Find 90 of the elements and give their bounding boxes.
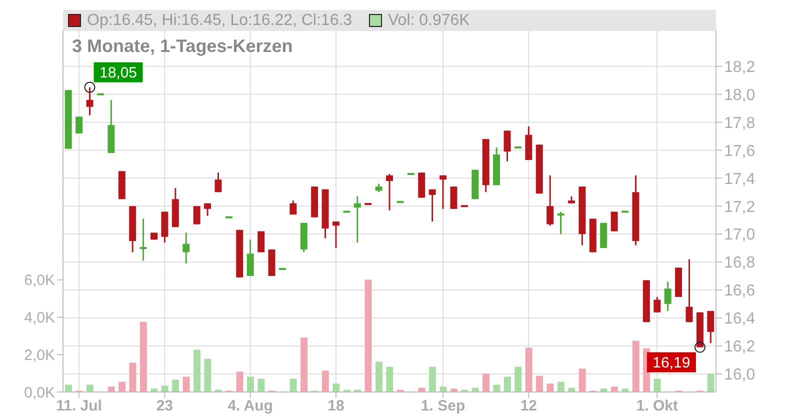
bar — [182, 376, 190, 392]
bar — [546, 384, 554, 392]
text: Op:16.45, Hi:16.45, Lo:16.22, Cl:16.3 — [87, 12, 352, 30]
candlestick — [386, 173, 393, 212]
candlestick — [440, 174, 447, 210]
bar — [236, 372, 244, 392]
y2-tick-label: 0,0K — [24, 384, 55, 402]
bar — [707, 374, 714, 392]
x-tick-label: 23 — [156, 398, 174, 415]
x-tick-label: 11. Jul — [56, 398, 102, 415]
y2-tick-label: 2,0K — [24, 346, 55, 364]
bar — [322, 370, 329, 392]
annotation: 18,05 — [99, 64, 138, 82]
bar — [386, 366, 394, 392]
bar — [246, 376, 254, 392]
candlestick — [504, 130, 511, 162]
x-tick-label: 1. Sep — [420, 398, 466, 415]
bar — [161, 386, 168, 392]
candlestick — [86, 86, 94, 116]
y2-tick-label: 4,0K — [24, 310, 55, 327]
y2-tick-label: 6,0K — [24, 272, 55, 290]
candlestick — [193, 205, 200, 226]
x-tick-label: 4. Aug — [228, 398, 273, 415]
bar — [482, 374, 490, 392]
bar — [332, 384, 340, 392]
candlestick — [214, 172, 222, 193]
y-tick-label: 16,6 — [724, 282, 756, 300]
candlestick — [686, 258, 693, 323]
bar — [514, 366, 522, 392]
bar — [108, 386, 115, 392]
candlestick — [654, 296, 661, 314]
bar — [654, 378, 661, 392]
bar — [578, 368, 586, 392]
bar — [632, 340, 640, 392]
candlestick — [290, 200, 297, 216]
candlestick — [707, 310, 714, 344]
bar — [193, 350, 200, 392]
legend-label: Vol: 0.976K — [388, 12, 470, 30]
y-tick-label: 17,6 — [724, 142, 756, 160]
bar — [504, 376, 511, 392]
bar — [472, 388, 479, 392]
y-tick-label: 17,2 — [724, 198, 756, 216]
bar — [428, 366, 436, 392]
candlestick — [546, 174, 554, 226]
y-tick-label: 16,2 — [724, 338, 756, 356]
y-tick-label: 17,8 — [724, 114, 756, 132]
candlestick — [450, 186, 458, 210]
y-tick-label: 17,0 — [724, 226, 756, 244]
bar — [300, 338, 308, 392]
bar — [610, 386, 618, 392]
bar — [140, 322, 147, 392]
y-tick-label: 16,8 — [724, 254, 756, 272]
bar — [364, 280, 372, 392]
chart-title: 3 Monate, 1-Tages-Kerzen — [72, 36, 293, 57]
bar — [129, 362, 136, 392]
x-tick-label: 1. Okt — [636, 398, 678, 415]
candlestick — [204, 202, 212, 217]
bar — [418, 388, 426, 392]
candlestick — [428, 188, 436, 222]
bar — [290, 378, 297, 392]
bar — [172, 380, 180, 392]
y-tick-label: 18,2 — [724, 59, 756, 76]
candlestick — [332, 220, 340, 249]
annotation: 16,19 — [652, 354, 690, 372]
bar — [258, 378, 265, 392]
bar — [118, 382, 126, 392]
bar — [375, 362, 382, 392]
candlestick — [557, 210, 564, 235]
bar — [493, 384, 500, 392]
bar — [557, 382, 564, 392]
bar — [440, 386, 447, 392]
candlestick — [182, 232, 190, 264]
candlestick — [664, 280, 672, 312]
y-tick-label: 17,4 — [724, 170, 756, 188]
candlestick — [354, 196, 361, 244]
x-tick-label: 18 — [328, 398, 344, 415]
candlestick — [246, 238, 254, 277]
bar — [568, 388, 576, 392]
bar — [525, 348, 532, 392]
candlestick — [140, 218, 147, 262]
bar — [65, 384, 72, 392]
bar — [86, 384, 94, 392]
y-tick-label: 18,0 — [724, 86, 756, 104]
candlestick — [76, 116, 83, 134]
y-tick-label: 16,0 — [724, 366, 756, 384]
candlestick — [610, 210, 618, 232]
x-tick-label: 12 — [520, 398, 538, 415]
bar — [204, 358, 212, 392]
bar — [536, 376, 544, 392]
y-tick-label: 16,4 — [724, 310, 756, 328]
